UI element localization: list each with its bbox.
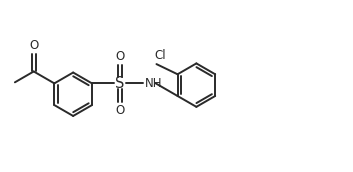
Text: NH: NH [144, 77, 162, 90]
Text: O: O [29, 39, 38, 52]
Text: Cl: Cl [154, 49, 166, 62]
Text: O: O [115, 50, 125, 63]
Text: S: S [115, 76, 125, 91]
Text: O: O [115, 104, 125, 117]
